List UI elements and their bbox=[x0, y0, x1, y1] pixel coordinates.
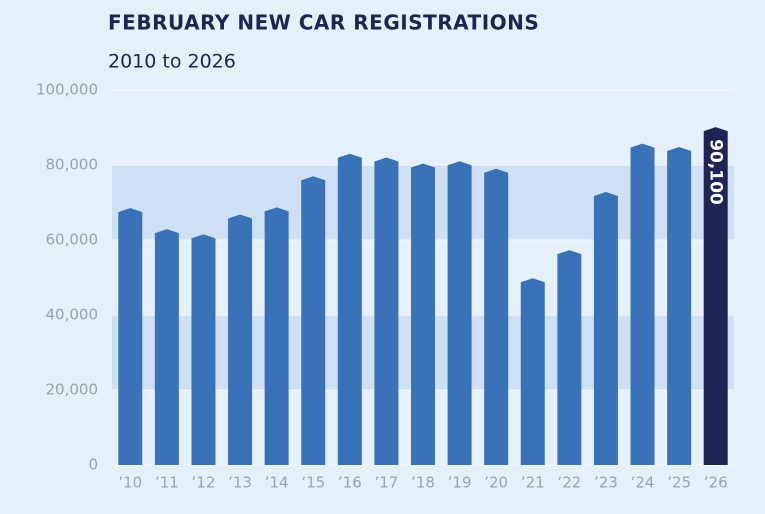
x-tick-label: ’24 bbox=[631, 474, 655, 492]
bar bbox=[484, 168, 509, 465]
bar bbox=[374, 157, 399, 465]
bar bbox=[228, 214, 253, 465]
x-tick-label: ’19 bbox=[448, 474, 472, 492]
bar bbox=[411, 163, 435, 465]
bar bbox=[191, 234, 216, 465]
bar bbox=[630, 143, 655, 465]
x-tick-label: ’13 bbox=[228, 474, 252, 492]
x-tick-label: ’10 bbox=[118, 474, 142, 492]
bar bbox=[557, 250, 582, 465]
y-tick-label: 0 bbox=[88, 456, 98, 474]
y-tick-label: 80,000 bbox=[46, 156, 99, 174]
y-tick-label: 40,000 bbox=[46, 306, 99, 324]
x-tick-label: ’21 bbox=[521, 474, 545, 492]
chart-title: FEBRUARY NEW CAR REGISTRATIONS bbox=[108, 11, 539, 35]
bar bbox=[301, 176, 326, 465]
y-tick-label: 20,000 bbox=[46, 381, 99, 399]
x-tick-label: ’22 bbox=[557, 474, 581, 492]
x-tick-label: ’11 bbox=[155, 474, 179, 492]
x-tick-label: ’16 bbox=[338, 474, 362, 492]
x-tick-label: ’12 bbox=[192, 474, 216, 492]
bar bbox=[703, 127, 728, 465]
bar bbox=[118, 208, 143, 465]
y-tick-label: 60,000 bbox=[46, 231, 99, 249]
bar bbox=[264, 207, 289, 465]
x-tick-label: ’14 bbox=[265, 474, 289, 492]
x-tick-label: ’18 bbox=[411, 474, 435, 492]
y-tick-label: 100,000 bbox=[36, 81, 98, 99]
bar bbox=[447, 161, 472, 465]
x-tick-label: ’25 bbox=[667, 474, 691, 492]
bar bbox=[593, 192, 618, 465]
bar bbox=[667, 147, 692, 465]
bar bbox=[154, 229, 179, 465]
bar bbox=[337, 153, 362, 465]
bar bbox=[520, 278, 545, 465]
x-tick-label: ’23 bbox=[594, 474, 618, 492]
x-tick-label: ’26 bbox=[704, 474, 728, 492]
value-label: 90,100 bbox=[706, 139, 726, 205]
x-tick-label: ’15 bbox=[301, 474, 325, 492]
x-tick-label: ’17 bbox=[374, 474, 398, 492]
x-tick-label: ’20 bbox=[484, 474, 508, 492]
chart-subtitle: 2010 to 2026 bbox=[108, 51, 236, 73]
